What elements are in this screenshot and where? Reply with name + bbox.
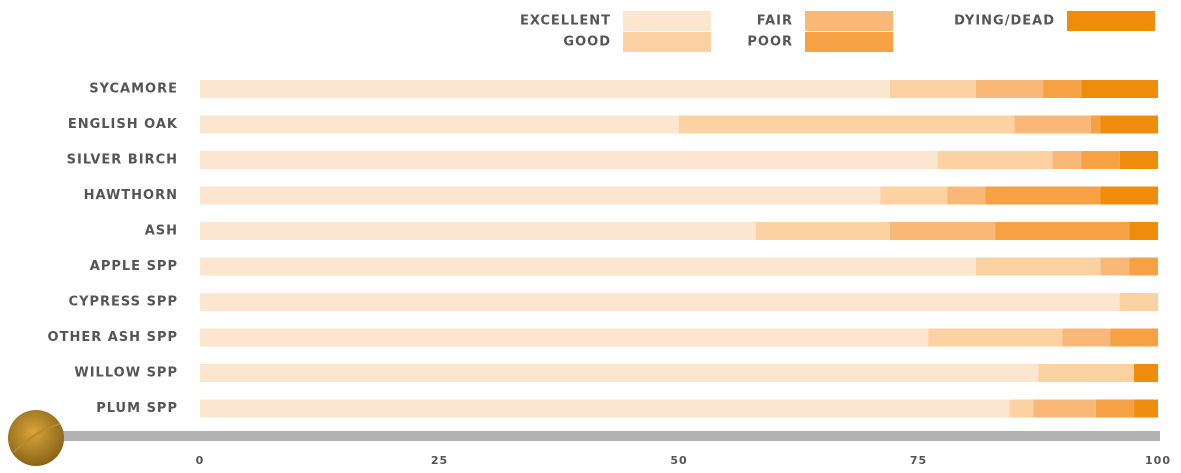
bar-segment xyxy=(200,222,756,240)
legend-swatch xyxy=(805,32,893,52)
bar-segment xyxy=(200,115,679,134)
y-tick-label: SILVER BIRCH xyxy=(67,153,178,168)
bar-segment xyxy=(1033,399,1096,418)
bar-segment xyxy=(1100,257,1130,276)
bar-segment xyxy=(200,257,976,276)
bar-segment xyxy=(889,222,996,240)
y-tick-label: APPLE SPP xyxy=(90,259,178,274)
legend-label: EXCELLENT xyxy=(520,14,611,29)
legend-label: DYING/DEAD xyxy=(954,14,1055,29)
bar-segment xyxy=(1043,80,1082,98)
bar-segment xyxy=(985,186,1101,205)
y-tick-label: OTHER ASH SPP xyxy=(48,330,178,345)
bar-segment xyxy=(889,80,976,98)
bar-segment xyxy=(1052,151,1082,169)
bar-segment xyxy=(1129,222,1158,240)
y-tick-label: ENGLISH OAK xyxy=(68,117,178,132)
bar-segment xyxy=(1100,186,1158,205)
legend-swatch xyxy=(805,11,893,31)
legend-label: FAIR xyxy=(757,14,793,29)
y-tick-label: PLUM SPP xyxy=(96,401,178,416)
leaf-vein xyxy=(13,423,61,453)
bar-segment xyxy=(947,186,986,205)
bar-segment xyxy=(1134,399,1158,418)
leaf-icon xyxy=(8,410,64,466)
bar-segment xyxy=(1110,328,1158,347)
bar-segment xyxy=(1009,399,1034,418)
bar-segment xyxy=(1090,115,1101,134)
bar-segment xyxy=(937,151,1053,169)
bar-segment xyxy=(880,186,948,205)
legend-swatch xyxy=(1067,11,1155,31)
x-tick-label: 25 xyxy=(431,454,448,467)
bar-segment xyxy=(1038,364,1135,382)
bar-segment xyxy=(1095,399,1135,418)
bar-segment xyxy=(1062,328,1111,347)
bar-segment xyxy=(1081,151,1120,169)
legend-swatch xyxy=(623,32,711,52)
legend-swatch xyxy=(623,11,711,31)
bar-segment xyxy=(975,80,1044,98)
y-tick-label: WILLOW SPP xyxy=(74,366,178,381)
bar-segment xyxy=(200,328,929,347)
bar-segment xyxy=(679,115,1015,134)
axis-bar xyxy=(60,431,1160,441)
bar-segment xyxy=(200,80,890,98)
x-tick-label: 75 xyxy=(910,454,927,467)
bar-segment xyxy=(200,151,938,169)
bar-segment xyxy=(1134,364,1158,382)
bar-segment xyxy=(1119,151,1158,169)
bar-segment xyxy=(1119,293,1158,311)
x-tick-label: 100 xyxy=(1145,454,1171,467)
bar-segment xyxy=(200,364,1039,382)
bar-segment xyxy=(200,293,1120,311)
bar-segment xyxy=(1014,115,1091,134)
y-tick-label: CYPRESS SPP xyxy=(69,295,178,310)
legend-label: GOOD xyxy=(563,35,611,50)
y-tick-label: ASH xyxy=(145,224,178,239)
bar-segment xyxy=(755,222,890,240)
bar-segment xyxy=(200,399,1010,418)
x-tick-label: 50 xyxy=(670,454,687,467)
bar-segment xyxy=(200,186,881,205)
bar-segment xyxy=(975,257,1101,276)
bar-segment xyxy=(1129,257,1158,276)
legend-label: POOR xyxy=(747,35,793,50)
bar-segment xyxy=(1100,115,1158,134)
x-tick-label: 0 xyxy=(196,454,205,467)
bar-segment xyxy=(1081,80,1158,98)
bar-segment xyxy=(928,328,1063,347)
y-tick-label: SYCAMORE xyxy=(89,82,178,97)
y-tick-label: HAWTHORN xyxy=(84,188,178,203)
bar-segment xyxy=(995,222,1130,240)
